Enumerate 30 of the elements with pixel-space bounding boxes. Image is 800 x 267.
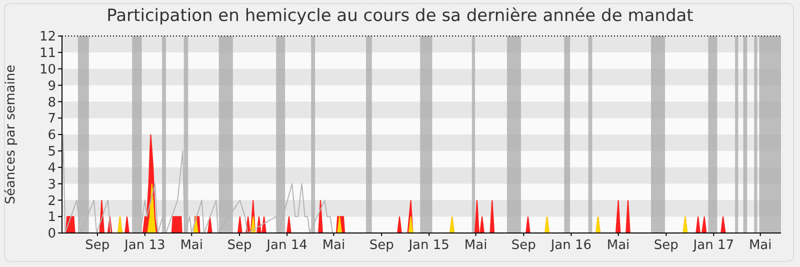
x-tick-label: Jan 13 [124, 238, 166, 254]
x-tick-label: Jan 17 [692, 238, 734, 254]
x-tick-label: Mai [748, 238, 772, 254]
y-tick-label: 8 [48, 95, 56, 110]
x-tick-label: Mai [464, 238, 488, 254]
x-tick-label: Sep [369, 238, 394, 254]
x-tick-label: Mai [322, 238, 346, 254]
chart-title: Participation en hemicycle au cours de sa dernière année de mandat [106, 6, 694, 26]
x-tick-label: Mai [180, 238, 204, 254]
x-tick-label: Jan 14 [266, 238, 308, 254]
y-tick-label: 3 [48, 177, 56, 192]
x-tick-label: Jan 15 [408, 238, 450, 254]
x-tick-label: Sep [654, 238, 678, 254]
x-tick-label: Sep [85, 238, 110, 254]
y-tick-label: 4 [48, 160, 56, 176]
y-axis-title: Séances par semaine [4, 64, 19, 204]
y-tick-label: 1 [48, 210, 56, 226]
y-tick-label: 0 [48, 226, 56, 242]
x-tick-label: Jan 16 [550, 238, 592, 254]
x-tick-label: Sep [511, 238, 536, 254]
y-tick-label: 6 [48, 128, 56, 144]
y-tick-label: 2 [48, 194, 56, 209]
y-tick-label: 12 [39, 30, 56, 45]
x-tick-label: Sep [227, 238, 252, 254]
y-tick-label: 11 [39, 46, 56, 62]
x-tick-label: Mai [606, 238, 630, 254]
y-tick-label: 7 [48, 112, 56, 127]
y-tick-label: 10 [39, 62, 56, 78]
y-tick-label: 9 [48, 78, 56, 94]
y-tick-label: 5 [48, 144, 56, 160]
